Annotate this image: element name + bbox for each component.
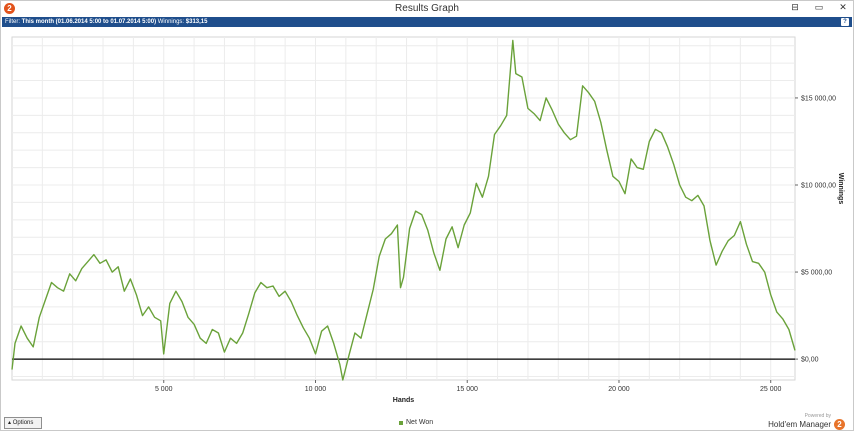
x-tick-label: 10 000 xyxy=(305,386,327,393)
x-tick-label: 5 000 xyxy=(155,386,173,393)
brand-area: Powered by Hold'em Manager 2 xyxy=(768,413,845,430)
legend-label-net-won: Net Won xyxy=(406,419,434,426)
chart-legend: Net Won xyxy=(399,419,433,426)
y-tick-label: $0,00 xyxy=(801,357,819,364)
brand-name: Hold'em Manager xyxy=(768,420,831,429)
x-tick-label: 15 000 xyxy=(457,386,479,393)
plot-area xyxy=(11,36,796,381)
powered-by-label: Powered by xyxy=(804,413,831,419)
window-title: Results Graph xyxy=(395,3,459,14)
filter-bar[interactable]: Filter: This month (01.06.2014 5:00 to 0… xyxy=(2,17,852,27)
holdem-manager-logo-icon: 2 xyxy=(834,419,845,430)
legend-swatch-net-won xyxy=(399,420,403,425)
winnings-label: Winnings: xyxy=(157,19,185,25)
minimize-button[interactable]: ⊟ xyxy=(791,2,799,12)
options-toggle-icon: ▴ xyxy=(8,420,13,426)
y-tick-label: $15 000,00 xyxy=(801,95,836,102)
help-icon[interactable]: ? xyxy=(841,18,849,26)
options-label: Options xyxy=(12,420,34,426)
x-tick-label: 25 000 xyxy=(760,386,782,393)
options-button[interactable]: ▴ Options xyxy=(4,417,42,429)
filter-prefix: Filter: xyxy=(5,19,20,25)
y-axis-title: Winnings xyxy=(837,173,844,205)
filter-range: This month (01.06.2014 5:00 to 01.07.201… xyxy=(21,19,157,25)
window-controls: ⊟ ▭ ✕ xyxy=(789,1,849,15)
maximize-button[interactable]: ▭ xyxy=(814,2,824,12)
y-tick-label: $10 000,00 xyxy=(801,182,836,189)
close-button[interactable]: ✕ xyxy=(839,2,847,12)
y-tick-label: $5 000,00 xyxy=(801,270,832,277)
chart-svg: 5 000 10 000 15 000 20 000 25 000 $0,00 $5 000… xyxy=(11,36,844,404)
x-axis-title: Hands xyxy=(393,397,415,404)
x-tick-label: 20 000 xyxy=(608,386,630,393)
app-logo-icon: 2 xyxy=(4,3,15,14)
title-bar: 2 Results Graph ⊟ ▭ ✕ xyxy=(1,1,853,17)
series-line-net-won xyxy=(11,39,796,381)
winnings-value: $313,15 xyxy=(185,19,208,25)
results-chart: 5 000 10 000 15 000 20 000 25 000 $0,00 $5 000… xyxy=(1,27,853,411)
